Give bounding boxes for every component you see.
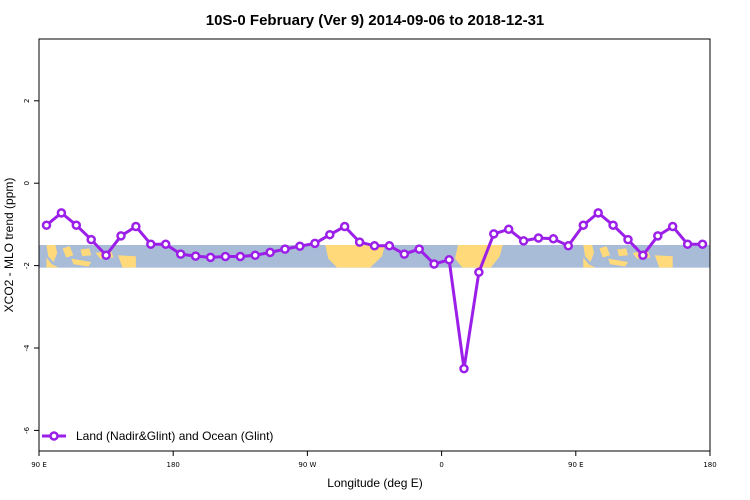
land-island (654, 255, 673, 268)
data-point (638, 250, 648, 261)
data-point (71, 220, 82, 230)
x-tick-label: 90 E (31, 461, 47, 469)
chart-title: 10S-0 February (Ver 9) 2014-09-06 to 201… (206, 12, 545, 29)
data-point (339, 221, 350, 232)
data-point (563, 241, 574, 251)
data-point (146, 239, 156, 249)
series-layer (41, 208, 708, 374)
data-point (369, 241, 380, 251)
land-island (62, 246, 74, 258)
land-island (617, 248, 628, 257)
data-point (131, 221, 141, 232)
data-point (384, 241, 395, 251)
data-point (682, 239, 693, 249)
data-point (548, 234, 559, 244)
data-point (653, 231, 663, 241)
y-tick-label: -2 (23, 262, 31, 269)
data-point (190, 251, 201, 261)
data-point (697, 239, 708, 249)
data-point (593, 208, 603, 218)
data-point (175, 249, 186, 259)
data-point (101, 250, 111, 261)
data-point (310, 238, 320, 249)
y-tick-label: 0 (23, 181, 31, 185)
land-island (46, 245, 58, 262)
axis-ticks: 2 0 -2 -4 -6 90 E 180 90 W 0 90 E 180 (23, 99, 717, 469)
data-point (489, 229, 499, 239)
land-island (599, 246, 611, 258)
data-point (41, 220, 52, 230)
x-axis-title: Longitude (deg E) (327, 476, 422, 490)
data-point (235, 251, 246, 262)
land-shapes (46, 245, 673, 268)
data-point (533, 233, 544, 243)
data-point (280, 244, 290, 254)
land-island (71, 258, 92, 267)
land-island (118, 255, 136, 268)
data-point (265, 247, 275, 258)
plot-frame (38, 38, 711, 452)
data-point (444, 255, 454, 265)
data-point (205, 252, 216, 263)
x-tick-label: 90 E (568, 461, 584, 469)
data-point (295, 241, 305, 251)
data-point (518, 236, 529, 246)
data-point (325, 229, 335, 240)
data-point (56, 208, 67, 218)
data-point (354, 237, 365, 247)
land-south-america (325, 245, 385, 268)
x-tick-label: 180 (703, 461, 716, 469)
x-tick-label: 90 W (298, 461, 316, 469)
legend: Land (Nadir&Glint) and Ocean (Glint) (42, 429, 273, 443)
data-point (250, 250, 260, 261)
data-point (503, 224, 514, 235)
data-point (116, 231, 126, 241)
data-point (608, 220, 618, 230)
land-island (80, 248, 92, 257)
x-tick-label: 180 (167, 461, 180, 469)
data-point (220, 251, 231, 262)
y-tick-label: 2 (23, 99, 31, 103)
y-tick-label: -6 (23, 426, 31, 434)
data-point (414, 244, 424, 254)
land-island (46, 257, 59, 268)
data-point (459, 363, 469, 374)
x-tick-label: 0 (439, 461, 443, 469)
y-axis-title: XCO2 - MLO trend (ppm) (2, 178, 16, 313)
series-line (45, 211, 703, 371)
data-point (667, 221, 678, 232)
legend-marker (49, 431, 59, 441)
data-point (160, 239, 171, 249)
data-point (429, 259, 439, 269)
data-point (474, 267, 484, 277)
land-island (608, 258, 628, 267)
data-point (623, 234, 633, 245)
data-point (578, 220, 589, 230)
map-band (39, 245, 710, 268)
data-point (399, 249, 410, 259)
land-island (583, 245, 594, 262)
land-africa (455, 245, 503, 268)
y-tick-label: -4 (23, 344, 31, 352)
data-point (86, 234, 96, 245)
legend-label: Land (Nadir&Glint) and Ocean (Glint) (76, 429, 273, 443)
land-island (583, 257, 596, 268)
